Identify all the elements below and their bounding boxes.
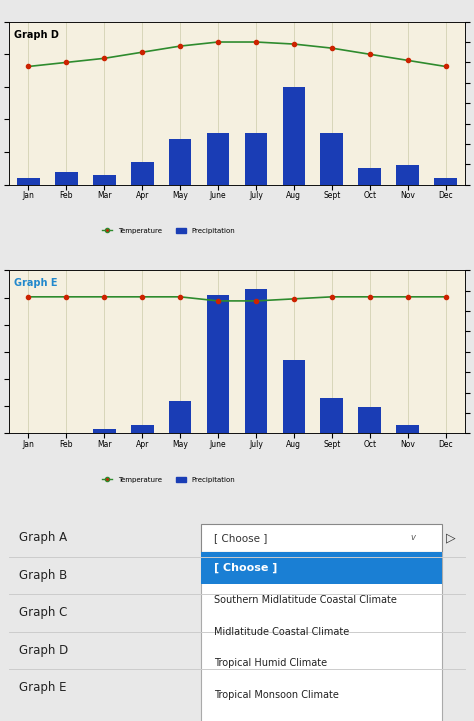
Text: [ Choose ]: [ Choose ] [214,562,278,573]
Text: Graph E: Graph E [14,278,57,288]
Legend: Temperature, Precipitation: Temperature, Precipitation [99,225,238,236]
Text: Graph C: Graph C [18,606,67,619]
Bar [93,429,116,433]
Text: Midlatitude Coastal Climate: Midlatitude Coastal Climate [214,627,349,637]
Text: Southern Midlatitude Coastal Climate: Southern Midlatitude Coastal Climate [214,595,397,605]
Bar [434,178,457,185]
Bar [245,133,267,185]
Text: Graph D: Graph D [14,30,59,40]
Text: Graph B: Graph B [18,569,67,582]
Bar [201,552,442,584]
Text: v: v [410,534,415,542]
Bar [169,139,191,185]
Text: ▷: ▷ [447,531,456,544]
Bar [55,172,78,185]
Bar [201,552,442,721]
Bar [396,165,419,185]
Bar [169,401,191,433]
Bar [207,295,229,433]
Text: Graph A: Graph A [18,531,67,544]
Bar [207,133,229,185]
Legend: Temperature, Precipitation: Temperature, Precipitation [99,474,238,485]
Bar [320,398,343,433]
Bar [93,175,116,185]
Bar [131,425,154,433]
Bar [358,407,381,433]
Bar [396,425,419,433]
Bar [283,360,305,433]
Text: Graph D: Graph D [18,644,68,657]
Bar [17,178,40,185]
Text: Graph E: Graph E [18,681,66,694]
Bar [131,162,154,185]
Text: [ Choose ]: [ Choose ] [214,533,268,543]
Bar [358,169,381,185]
Text: Tropical Monsoon Climate: Tropical Monsoon Climate [214,690,339,700]
Bar [245,289,267,433]
Bar [201,523,442,552]
Bar [320,133,343,185]
Bar [283,87,305,185]
Text: Tropical Humid Climate: Tropical Humid Climate [214,658,328,668]
